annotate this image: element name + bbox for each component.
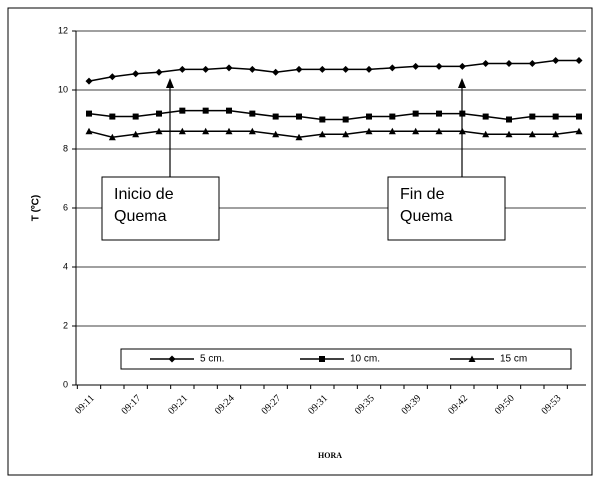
marker (435, 127, 443, 135)
marker (85, 127, 93, 135)
marker (319, 116, 326, 123)
marker (412, 62, 420, 70)
marker (296, 113, 302, 120)
marker (272, 68, 280, 76)
y-tick-label: 2 (63, 320, 68, 330)
marker (178, 127, 186, 135)
marker (155, 127, 163, 135)
legend-label: 15 cm (500, 354, 527, 365)
marker (575, 57, 583, 64)
marker (458, 62, 466, 70)
marker (226, 107, 232, 114)
legend-label: 5 cm. (200, 354, 224, 365)
marker (295, 133, 303, 141)
marker (342, 130, 350, 138)
marker (366, 113, 372, 120)
annotation-text: Inicio de (114, 186, 174, 203)
marker (482, 130, 490, 138)
marker (202, 107, 209, 114)
marker (435, 62, 443, 70)
marker (365, 127, 373, 135)
marker (202, 127, 210, 135)
marker (552, 130, 560, 138)
y-tick-label: 10 (58, 84, 68, 94)
marker (272, 130, 280, 138)
marker (85, 77, 93, 85)
marker (249, 110, 256, 117)
marker (436, 110, 442, 117)
marker (552, 57, 560, 64)
marker (132, 130, 140, 138)
marker (156, 110, 162, 117)
marker (178, 65, 186, 73)
legend-label: 10 cm. (350, 354, 380, 365)
marker (202, 65, 210, 73)
marker (388, 64, 396, 72)
annotation-arrowhead (166, 78, 174, 88)
marker (318, 130, 326, 138)
marker (155, 68, 163, 76)
marker (552, 113, 559, 120)
annotation-arrowhead (458, 78, 466, 88)
marker (389, 113, 396, 120)
marker (272, 113, 279, 120)
series-line (88, 109, 579, 121)
marker (412, 127, 420, 135)
marker (505, 59, 513, 67)
x-axis-label: HORA (318, 451, 342, 460)
marker (108, 133, 116, 141)
marker (248, 127, 256, 135)
marker (108, 73, 116, 81)
marker (225, 64, 233, 72)
marker (482, 59, 490, 67)
marker (482, 113, 489, 120)
annotation-text: Quema (114, 208, 167, 225)
marker (365, 65, 373, 73)
marker (528, 59, 536, 67)
marker (109, 113, 116, 120)
marker (179, 107, 186, 114)
annotation-text: Fin de (400, 186, 445, 203)
marker (132, 70, 140, 78)
marker (388, 127, 396, 135)
y-tick-label: 4 (63, 261, 68, 271)
marker (506, 116, 512, 123)
marker (248, 65, 256, 73)
marker (132, 113, 139, 120)
y-tick-label: 12 (58, 25, 68, 35)
marker (319, 356, 325, 362)
series-line (88, 130, 580, 138)
y-tick-label: 8 (63, 143, 68, 153)
y-axis-label: T (ºC) (31, 195, 42, 221)
marker (528, 130, 536, 138)
y-tick-label: 6 (63, 202, 68, 212)
marker (225, 127, 233, 135)
marker (318, 65, 326, 73)
marker (86, 110, 92, 117)
series-line (88, 59, 579, 82)
marker (168, 355, 176, 363)
marker (576, 113, 582, 120)
y-tick-label: 0 (63, 379, 68, 389)
marker (468, 355, 476, 362)
marker (412, 110, 419, 117)
marker (342, 65, 350, 73)
chart-border (7, 7, 593, 476)
legend-box (120, 348, 572, 370)
marker (342, 116, 349, 123)
marker (529, 113, 536, 120)
annotation-box (387, 176, 506, 241)
marker (575, 127, 583, 135)
marker (505, 130, 513, 138)
annotation-text: Quema (400, 208, 453, 225)
marker (295, 65, 303, 73)
annotation-box (101, 176, 220, 241)
